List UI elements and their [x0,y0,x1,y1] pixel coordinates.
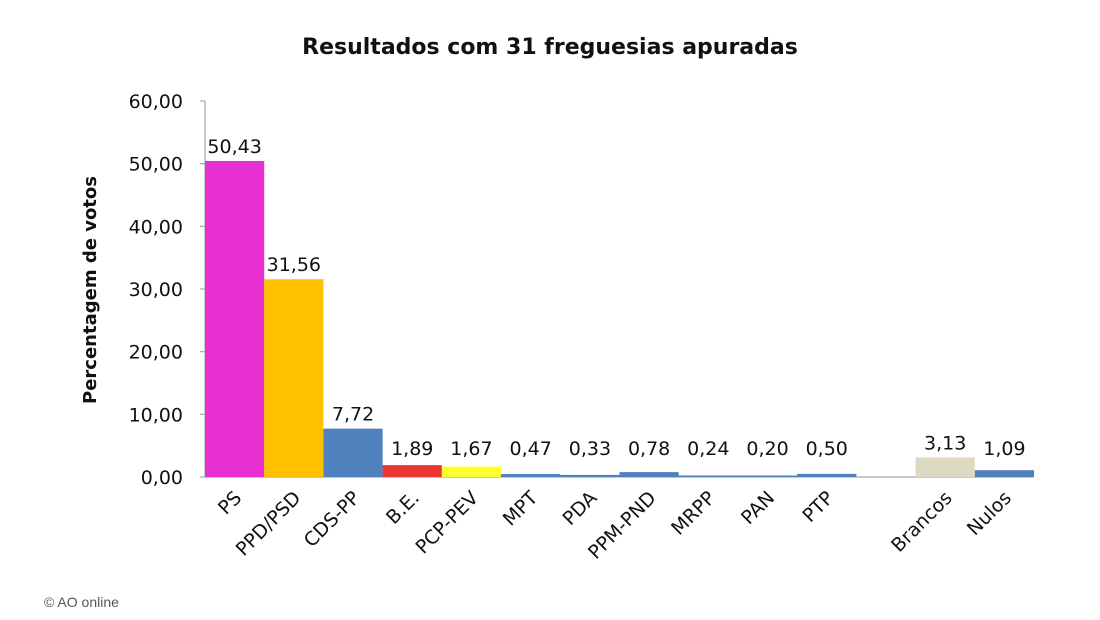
data-label: 0,33 [569,438,611,460]
y-tick-label: 20,00 [129,342,183,364]
bar [797,473,857,477]
x-tick-label: PCP-PEV [412,487,483,558]
x-tick-label: PAN [737,487,779,529]
x-tick-label: Brancos [887,487,957,557]
bar [501,474,561,477]
data-label: 0,78 [628,438,670,460]
data-label: 7,72 [332,404,374,426]
y-tick-label: 30,00 [129,279,183,301]
bar [323,428,383,477]
x-tick-label: MPT [499,487,543,531]
data-label: 0,20 [746,438,788,460]
x-tick-label: PDA [558,487,601,530]
bar [737,475,798,477]
x-tick-label: Nulos [963,487,1016,540]
data-label: 0,47 [510,438,552,460]
x-tick-label: CDS-PP [300,487,365,552]
bar [619,472,679,477]
bar [441,466,502,477]
chart-title: Resultados com 31 freguesias apuradas [302,35,798,60]
y-tick-label: 40,00 [129,216,183,238]
bar [974,470,1034,477]
x-tick-label: PPD/PSD [232,487,306,561]
y-axis-label: Percentagem de votos [80,176,101,404]
bar [915,457,975,477]
y-tick-label: 10,00 [129,404,183,426]
data-label: 3,13 [924,432,966,454]
data-label: 1,67 [450,438,492,460]
x-tick-label: B.E. [382,487,424,529]
y-ticks: 0,00 10,00 20,00 30,00 40,00 50,00 60,00 [129,91,205,489]
bar [205,160,265,478]
y-tick-label: 0,00 [141,467,183,489]
bar [264,279,324,477]
data-label: 0,24 [687,438,729,460]
data-label: 31,56 [267,254,321,276]
value-labels: 50,43 31,56 7,72 1,89 1,67 0,47 0,33 0,78 0,24 0,… [207,136,1025,460]
bar [382,465,442,477]
x-tick-label: PTP [798,487,838,527]
data-label: 1,09 [983,438,1025,460]
y-tick-label: 60,00 [129,91,183,113]
bar [560,474,620,477]
credit-text: © AO online [44,594,119,610]
data-label: 50,43 [207,136,261,158]
bars [205,160,1034,478]
x-tick-label: MRPP [667,487,720,540]
x-tick-label: PS [214,487,246,519]
bar [678,475,738,477]
data-label: 0,50 [806,438,848,460]
data-label: 1,89 [391,438,433,460]
y-tick-label: 50,00 [129,154,183,176]
